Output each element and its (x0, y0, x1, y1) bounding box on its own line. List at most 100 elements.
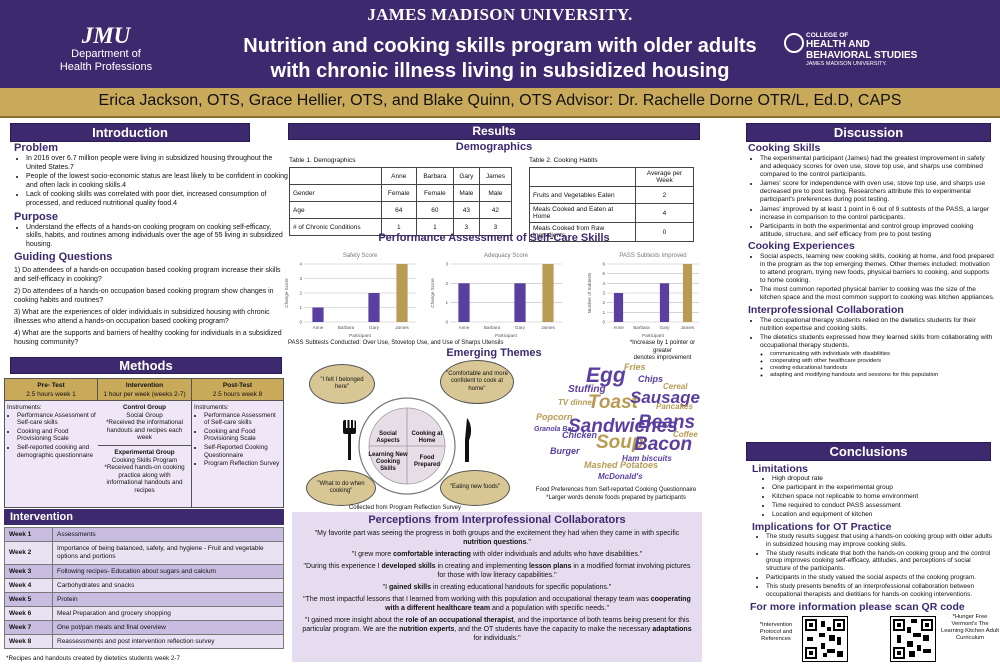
list-item: James' improved by at least 1 point in 6… (760, 206, 996, 222)
collab-quote: "I gained skills in creating educational… (302, 583, 692, 592)
list-item: In 2016 over 6.7 million people were liv… (26, 155, 290, 172)
y-tick-label: 2 (602, 300, 605, 305)
quote-emphasis: role of an occupational therapist (405, 617, 514, 624)
dept-line-2: Health Professions (59, 61, 153, 73)
intro-section: Problem In 2016 over 6.7 million people … (14, 142, 290, 347)
table-row: Week 1 Assessments (4, 527, 284, 542)
word-cloud-item: Granola Bar (534, 426, 575, 433)
qr-code-protocol[interactable] (802, 616, 848, 662)
table-cell: Gender (289, 184, 382, 202)
collab-quote: "The most impactful lessons that I learn… (302, 595, 692, 613)
qr-code-curriculum[interactable] (890, 616, 936, 662)
week-cell: Week 2 (4, 541, 53, 565)
week-cell: Week 5 (4, 592, 53, 607)
conclusions-section: Limitations High dropout rate One partic… (752, 463, 996, 599)
list-item: adapting and modifying handouts and sess… (770, 372, 996, 379)
quote-text: , and the OT students have the capacity … (454, 626, 653, 633)
list-item: Participants in the study valued the soc… (766, 574, 996, 582)
methods-table: Pre- Test 2.5 hours week 1 Intervention 1 … (4, 378, 284, 508)
y-tick-label: 2 (445, 281, 448, 286)
table-cell: 42 (478, 201, 513, 219)
table-cell: 2 (634, 186, 695, 204)
table-cell: Age (289, 201, 382, 219)
food-word-cloud: Fries Egg Chips Stuffing Toast Sausage C… (528, 362, 703, 487)
topic-cell: Meal Preparation and grocery shopping (52, 606, 284, 621)
table-row: Week 4 Carbohydrates and snacks (4, 578, 284, 593)
list-item: cooperating with other healthcare provid… (770, 358, 996, 365)
list-item: Program Reflection Survey (204, 460, 282, 468)
table-row: Week 3 Following recipes- Education about… (4, 564, 284, 579)
topic-cell: Following recipes- Education about sugar… (52, 564, 284, 579)
jmu-logo: JMU Department of Health Professions (44, 24, 168, 74)
x-tick-label: James (395, 325, 409, 330)
topic-cell: Carbohydrates and snacks (52, 578, 284, 593)
chart-title: Adequacy Score (484, 253, 529, 259)
word-cloud-item: Ham biscuits (622, 454, 672, 463)
pass-heading: Performance Assessment of Self-Care Skil… (378, 232, 610, 244)
pass-subtests-chart: PASS Subtests Improved Number of Subtests… (587, 253, 699, 338)
word-cloud-item: Bacon (634, 434, 693, 455)
table-cell: Meals Cooked and Eaten at Home (529, 203, 636, 223)
x-tick-label: Anne (613, 325, 624, 330)
pre-test-header: Pre- Test 2.5 hours week 1 (5, 379, 98, 401)
table-cell: 0 (634, 222, 695, 242)
list-item: Performance Assessment of Self-care skil… (204, 412, 282, 427)
guiding-question: 2) Do attendees of a hands-on occupation… (14, 288, 274, 305)
y-tick-label: 1 (602, 310, 605, 315)
bar-gary (659, 283, 670, 322)
list-item: The most common reported physical barrie… (760, 286, 996, 302)
word-cloud-item: Burger (550, 446, 580, 456)
list-item: High dropout rate (772, 475, 996, 483)
table-cell: 3 (478, 218, 513, 236)
week-cell: Week 7 (4, 620, 53, 635)
topic-cell: Importance of being balanced, safety, an… (52, 541, 284, 565)
table-row: Week 8 Reassessments and post interventio… (4, 634, 284, 649)
column-header: James (478, 167, 513, 185)
pass-subtests-note: PASS Subtests Conducted: Over Use, Stove… (288, 340, 504, 346)
themes-heading: Emerging Themes (446, 347, 542, 359)
word-cloud-item: Beans (638, 412, 696, 433)
y-axis-label: Change Score (430, 278, 435, 308)
collab-quotes: "My favorite part was seeing the progres… (292, 529, 702, 643)
table1-caption: Table 1. Demographics (289, 157, 356, 164)
table-cell: Meals Cooked from Raw Ingredients (529, 222, 636, 242)
word-cloud-item: Sandwiches (568, 416, 678, 437)
guiding-question: 4) What are the supports and barriers of… (14, 330, 282, 347)
word-cloud-caption-1: Food Preferences from Self-reported Cook… (535, 487, 697, 493)
word-cloud-item: Sausage (630, 388, 700, 407)
control-desc: Social Group (126, 411, 163, 419)
list-item: The occupational therapy students relied… (760, 317, 996, 333)
wheel-caption: Collected from Program Reflection Survey (348, 505, 462, 511)
table-row: Age 64 60 43 42 (289, 201, 513, 219)
theme-cooking-at-home: Cooking at Home (411, 431, 443, 444)
bar-anne (312, 307, 324, 322)
bar-gary (514, 283, 526, 322)
quote-text: in creating educational handouts for spe… (431, 584, 612, 591)
list-item: creating educational handouts (770, 365, 996, 372)
word-cloud-item: Chicken (562, 430, 598, 440)
quote-emphasis: nutrition questions (463, 539, 527, 546)
list-item: Performance Assessment of Self-care skil… (17, 412, 96, 427)
intervention-title: Intervention (125, 382, 164, 389)
control-title: Control Group (122, 404, 167, 411)
collab-quote: "During this experience I developed skil… (302, 562, 692, 580)
word-cloud-item: Egg (586, 364, 626, 387)
word-cloud-item: Toast (588, 392, 638, 413)
post-test-title: Post-Test (222, 382, 253, 389)
collab-quote: "I gained more insight about the role of… (302, 616, 692, 643)
chbs-line-4: JAMES MADISON UNIVERSITY. (806, 61, 887, 67)
quote-text: for individuals." (473, 635, 521, 642)
word-cloud-item: Chips (638, 374, 664, 384)
improvement-note: *Increase by 1 pointer or greater denote… (620, 340, 705, 363)
y-tick-label: 0 (299, 320, 302, 325)
quote-emphasis: nutrition experts (399, 626, 455, 633)
theme-wheel (358, 397, 456, 495)
experimental-group: Experimental Group Cooking Skills Progra… (98, 446, 191, 498)
x-tick-label: James (681, 325, 695, 330)
table-cell: 60 (415, 201, 454, 219)
word-cloud-caption: Food Preferences from Self-reported Cook… (530, 487, 702, 502)
list-item: One participant in the experimental grou… (772, 484, 996, 492)
bar-james (542, 264, 554, 322)
y-tick-label: 5 (602, 271, 605, 276)
chbs-line-1: COLLEGE OF (806, 32, 849, 39)
